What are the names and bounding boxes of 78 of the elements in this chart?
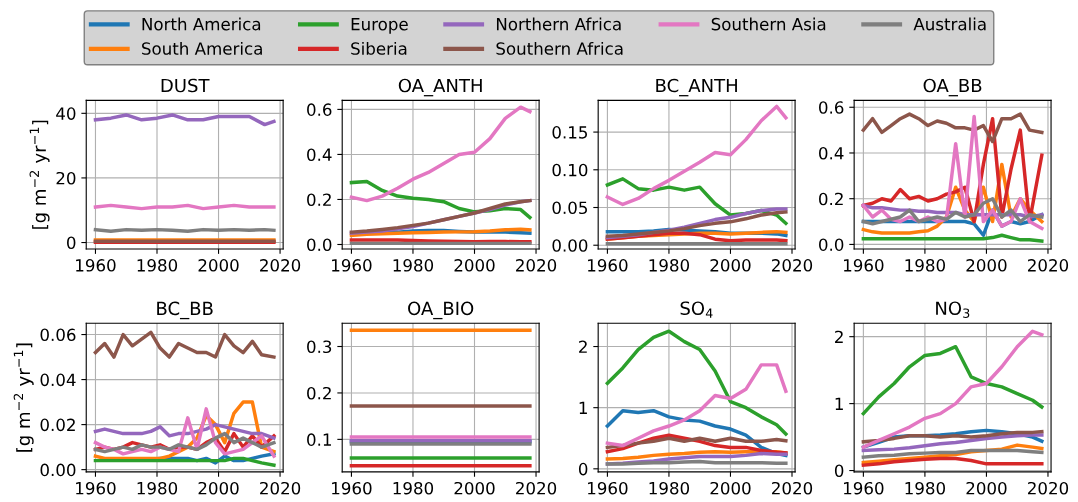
x-tick-label: 2000 (710, 481, 751, 495)
y-tick-label: 0.0 (819, 238, 844, 251)
x-tick-label: 1960 (332, 481, 372, 495)
chart-title: OA_ANTH (398, 78, 482, 97)
y-tick-label: 0.3 (307, 340, 332, 354)
x-tick-label: 2020 (772, 481, 813, 495)
x-tick-label: 1960 (844, 481, 884, 495)
x-tick-label: 2000 (966, 259, 1007, 272)
y-tick-label: 0.02 (40, 418, 75, 432)
x-tick-label: 2020 (1027, 259, 1069, 272)
legend-label: Siberia (351, 41, 407, 55)
y-tick-label: 20 (56, 171, 76, 185)
y-axis-title: [g m$^{−2}$ yr$^{−1}$] (13, 343, 34, 452)
y-tick-label: 0 (578, 462, 588, 476)
x-tick-label: 1960 (76, 259, 116, 272)
x-tick-label: 1960 (844, 259, 884, 272)
x-tick-label: 1960 (76, 481, 116, 495)
y-tick-label: 0 (67, 236, 76, 250)
chart-title: OA_BIO (408, 301, 474, 320)
legend-label: Southern Asia (711, 17, 826, 31)
chart-title: BC_ANTH (656, 78, 737, 97)
y-tick-label: 0.2 (307, 386, 331, 400)
x-tick-label: 1960 (588, 259, 628, 272)
y-tick-label: 2 (835, 330, 843, 344)
x-tick-label: 1980 (137, 481, 178, 495)
legend-label: Northern Africa (496, 17, 621, 31)
x-tick-label: 1980 (649, 259, 690, 272)
y-tick-label: 0.6 (307, 103, 332, 116)
y-axis-title: [g m$^{−2}$ yr$^{−1}$] (29, 120, 50, 229)
x-tick-label: 1980 (393, 481, 434, 495)
y-tick-label: 0.0 (307, 238, 332, 252)
y-tick-label: 40 (56, 107, 76, 120)
y-tick-label: 0.4 (819, 146, 844, 160)
x-tick-label: 1980 (137, 259, 178, 272)
y-tick-label: 0.04 (40, 373, 76, 387)
x-tick-label: 1980 (649, 481, 690, 495)
x-tick-label: 1960 (588, 481, 628, 495)
chart-title: BC_BB (157, 301, 213, 320)
y-tick-label: 0.4 (307, 148, 332, 161)
x-tick-label: 1980 (905, 259, 946, 272)
legend-label: South America (142, 41, 262, 55)
y-tick-label: 0.2 (819, 192, 843, 206)
x-tick-label: 2020 (772, 259, 813, 272)
y-tick-label: 1 (579, 401, 587, 415)
x-tick-label: 2020 (260, 259, 301, 272)
x-tick-label: 2000 (966, 481, 1007, 495)
x-tick-label: 2000 (710, 259, 751, 272)
x-tick-label: 1980 (905, 481, 946, 495)
y-tick-label: 0.00 (552, 239, 588, 252)
y-tick-label: 1 (835, 397, 843, 410)
x-tick-label: 2020 (260, 481, 301, 495)
x-tick-label: 2020 (516, 481, 557, 495)
x-tick-label: 2000 (454, 481, 495, 495)
chart-title: DUST (161, 78, 210, 93)
x-tick-label: 2000 (454, 259, 495, 272)
y-tick-label: 0.6 (819, 101, 844, 114)
chart-title: SO$_{4}$ (680, 301, 713, 318)
legend-label: North America (142, 17, 261, 31)
y-tick-label: 0 (834, 464, 844, 478)
y-tick-label: 0.00 (40, 463, 76, 477)
y-tick-label: 0.1 (307, 433, 331, 446)
y-tick-label: 0.10 (552, 163, 588, 177)
x-tick-label: 2000 (198, 481, 239, 495)
y-tick-label: 0.06 (40, 328, 76, 342)
x-tick-label: 1980 (393, 259, 434, 272)
x-tick-label: 2020 (1027, 481, 1069, 495)
x-tick-label: 2020 (516, 259, 557, 272)
x-tick-label: 2000 (198, 259, 239, 272)
chart-title: OA_BB (923, 78, 982, 97)
x-tick-label: 1960 (332, 259, 372, 272)
chart-title: NO$_{3}$ (936, 301, 970, 318)
y-tick-label: 0.2 (307, 193, 331, 207)
y-tick-label: 0.05 (552, 201, 587, 215)
legend-label: Europe (351, 18, 408, 34)
y-tick-label: 2 (579, 340, 587, 353)
y-tick-label: 0.15 (552, 126, 587, 139)
legend-label: Southern Africa (496, 41, 623, 55)
legend-label: Australia (913, 17, 986, 31)
